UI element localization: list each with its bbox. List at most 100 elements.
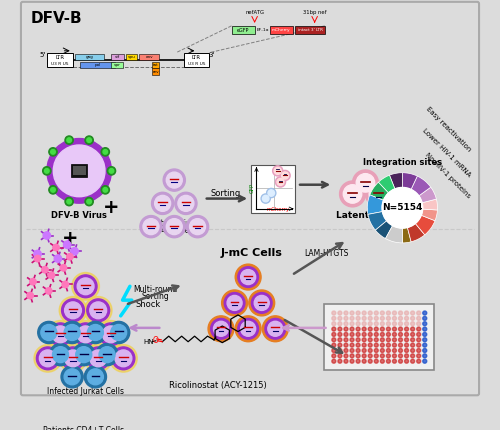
Circle shape — [108, 167, 116, 175]
Circle shape — [423, 316, 426, 320]
Circle shape — [72, 273, 100, 300]
FancyBboxPatch shape — [232, 26, 254, 34]
Circle shape — [101, 186, 110, 194]
Circle shape — [88, 369, 104, 385]
Circle shape — [235, 316, 261, 342]
Circle shape — [344, 327, 348, 331]
FancyBboxPatch shape — [184, 52, 210, 68]
Circle shape — [404, 359, 408, 363]
Circle shape — [368, 316, 372, 320]
Circle shape — [423, 327, 426, 331]
Circle shape — [332, 348, 336, 353]
Circle shape — [84, 366, 106, 388]
Circle shape — [338, 327, 342, 331]
Circle shape — [416, 311, 420, 315]
Circle shape — [368, 359, 372, 363]
Circle shape — [64, 241, 71, 249]
Circle shape — [423, 354, 426, 358]
Circle shape — [90, 350, 106, 367]
Circle shape — [262, 316, 288, 342]
Circle shape — [59, 297, 87, 324]
Circle shape — [386, 332, 390, 336]
Circle shape — [368, 338, 372, 342]
Circle shape — [74, 275, 97, 298]
Text: +: + — [62, 229, 78, 248]
Circle shape — [374, 327, 378, 331]
FancyBboxPatch shape — [112, 54, 124, 60]
Circle shape — [166, 172, 182, 188]
Circle shape — [344, 185, 362, 203]
Circle shape — [85, 197, 94, 206]
Circle shape — [268, 321, 283, 336]
Circle shape — [366, 181, 392, 207]
Text: O: O — [153, 336, 158, 345]
Circle shape — [410, 338, 414, 342]
Circle shape — [265, 319, 285, 339]
Circle shape — [386, 311, 390, 315]
Circle shape — [382, 187, 422, 228]
Circle shape — [392, 343, 396, 347]
Text: Easy reactivation: Easy reactivation — [424, 106, 472, 153]
Circle shape — [356, 343, 360, 347]
Circle shape — [338, 359, 342, 363]
Circle shape — [356, 174, 374, 192]
Circle shape — [332, 322, 336, 326]
Text: U3 R U5: U3 R U5 — [51, 62, 68, 66]
FancyBboxPatch shape — [296, 26, 325, 34]
Circle shape — [332, 354, 336, 358]
FancyBboxPatch shape — [74, 54, 104, 60]
Circle shape — [350, 343, 354, 347]
Circle shape — [240, 321, 256, 336]
Circle shape — [54, 145, 105, 197]
Text: LAM-HTGTS: LAM-HTGTS — [304, 249, 349, 258]
Text: HN: HN — [143, 339, 154, 345]
Circle shape — [72, 320, 100, 348]
Circle shape — [362, 332, 366, 336]
Text: Shock: Shock — [136, 300, 160, 309]
Text: LTR: LTR — [55, 55, 64, 60]
Circle shape — [76, 347, 92, 362]
Circle shape — [47, 138, 112, 203]
Circle shape — [261, 194, 270, 203]
Circle shape — [52, 347, 68, 362]
Circle shape — [40, 350, 56, 367]
Wedge shape — [408, 224, 425, 242]
FancyBboxPatch shape — [152, 68, 160, 75]
FancyBboxPatch shape — [72, 166, 86, 175]
FancyBboxPatch shape — [80, 62, 115, 68]
Circle shape — [101, 147, 110, 156]
Text: rev: rev — [152, 70, 159, 74]
Circle shape — [64, 325, 80, 341]
Circle shape — [27, 292, 34, 299]
Text: Infected primary: Infected primary — [142, 219, 206, 228]
Circle shape — [344, 322, 348, 326]
Circle shape — [410, 354, 414, 358]
Circle shape — [368, 322, 372, 326]
Circle shape — [392, 327, 396, 331]
Circle shape — [108, 321, 130, 344]
Circle shape — [380, 354, 384, 358]
Circle shape — [340, 181, 365, 207]
Circle shape — [416, 343, 420, 347]
Circle shape — [277, 178, 284, 185]
Circle shape — [332, 327, 336, 331]
Circle shape — [380, 332, 384, 336]
Circle shape — [374, 316, 378, 320]
Wedge shape — [370, 182, 388, 200]
Circle shape — [103, 150, 108, 154]
Circle shape — [143, 219, 159, 235]
Circle shape — [61, 366, 83, 388]
Circle shape — [60, 264, 66, 271]
FancyBboxPatch shape — [324, 304, 434, 370]
Circle shape — [356, 354, 360, 358]
Circle shape — [344, 311, 348, 315]
Circle shape — [398, 316, 402, 320]
Circle shape — [338, 343, 342, 347]
Circle shape — [416, 327, 420, 331]
Circle shape — [72, 344, 95, 366]
Text: No HIV-1 proteins: No HIV-1 proteins — [424, 152, 472, 199]
Circle shape — [338, 322, 342, 326]
Text: GFP: GFP — [250, 182, 254, 193]
Circle shape — [398, 338, 402, 342]
Circle shape — [62, 281, 68, 288]
